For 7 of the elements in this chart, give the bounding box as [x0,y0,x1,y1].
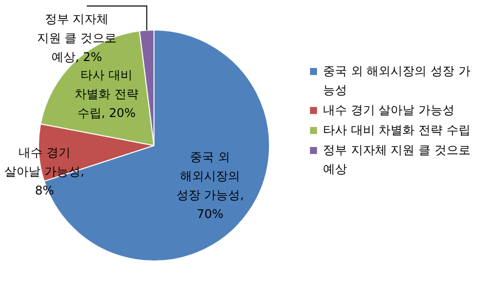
legend-label: 타사 대비 차별화 전략 수립 [323,122,470,139]
data-label: 타사 대비 차별화 전략 수립, 20% [74,68,138,120]
data-label: 중국 외 해외시장의 성장 가능성, 70% [176,150,244,221]
data-label: 정부 지자체 지원 클 것으로 예상, 2% [36,12,117,64]
legend-label: 정부 지자체 지원 클 것으로 예상 [323,142,472,178]
legend-label: 내수 경기 살아날 가능성 [323,102,454,119]
legend-label: 중국 외 해외시장의 성장 가능성 [323,63,472,99]
